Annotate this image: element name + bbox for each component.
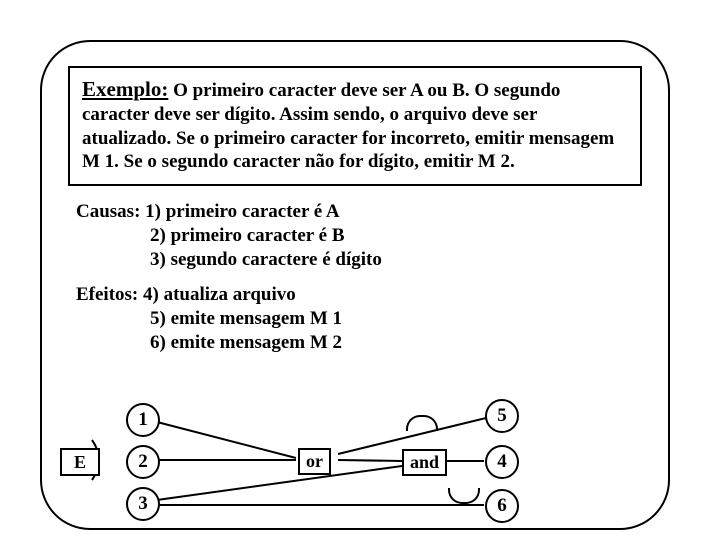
node-and-label: and (410, 452, 439, 473)
node-5: 5 (485, 399, 519, 433)
node-4: 4 (485, 445, 519, 479)
node-and: and (402, 449, 447, 476)
node-1: 1 (126, 403, 160, 437)
node-5-label: 5 (497, 405, 507, 427)
node-3: 3 (126, 487, 160, 521)
node-or: or (298, 448, 331, 475)
node-E-label: E (74, 452, 86, 473)
node-4-label: 4 (497, 451, 507, 473)
node-2-label: 2 (138, 451, 148, 473)
node-6: 6 (485, 489, 519, 523)
node-3-label: 3 (138, 493, 148, 515)
node-2: 2 (126, 445, 160, 479)
diagram-edges (0, 0, 720, 540)
node-or-label: or (306, 451, 323, 472)
node-6-label: 6 (497, 495, 507, 517)
node-E: E (60, 448, 100, 476)
node-1-label: 1 (138, 409, 148, 431)
